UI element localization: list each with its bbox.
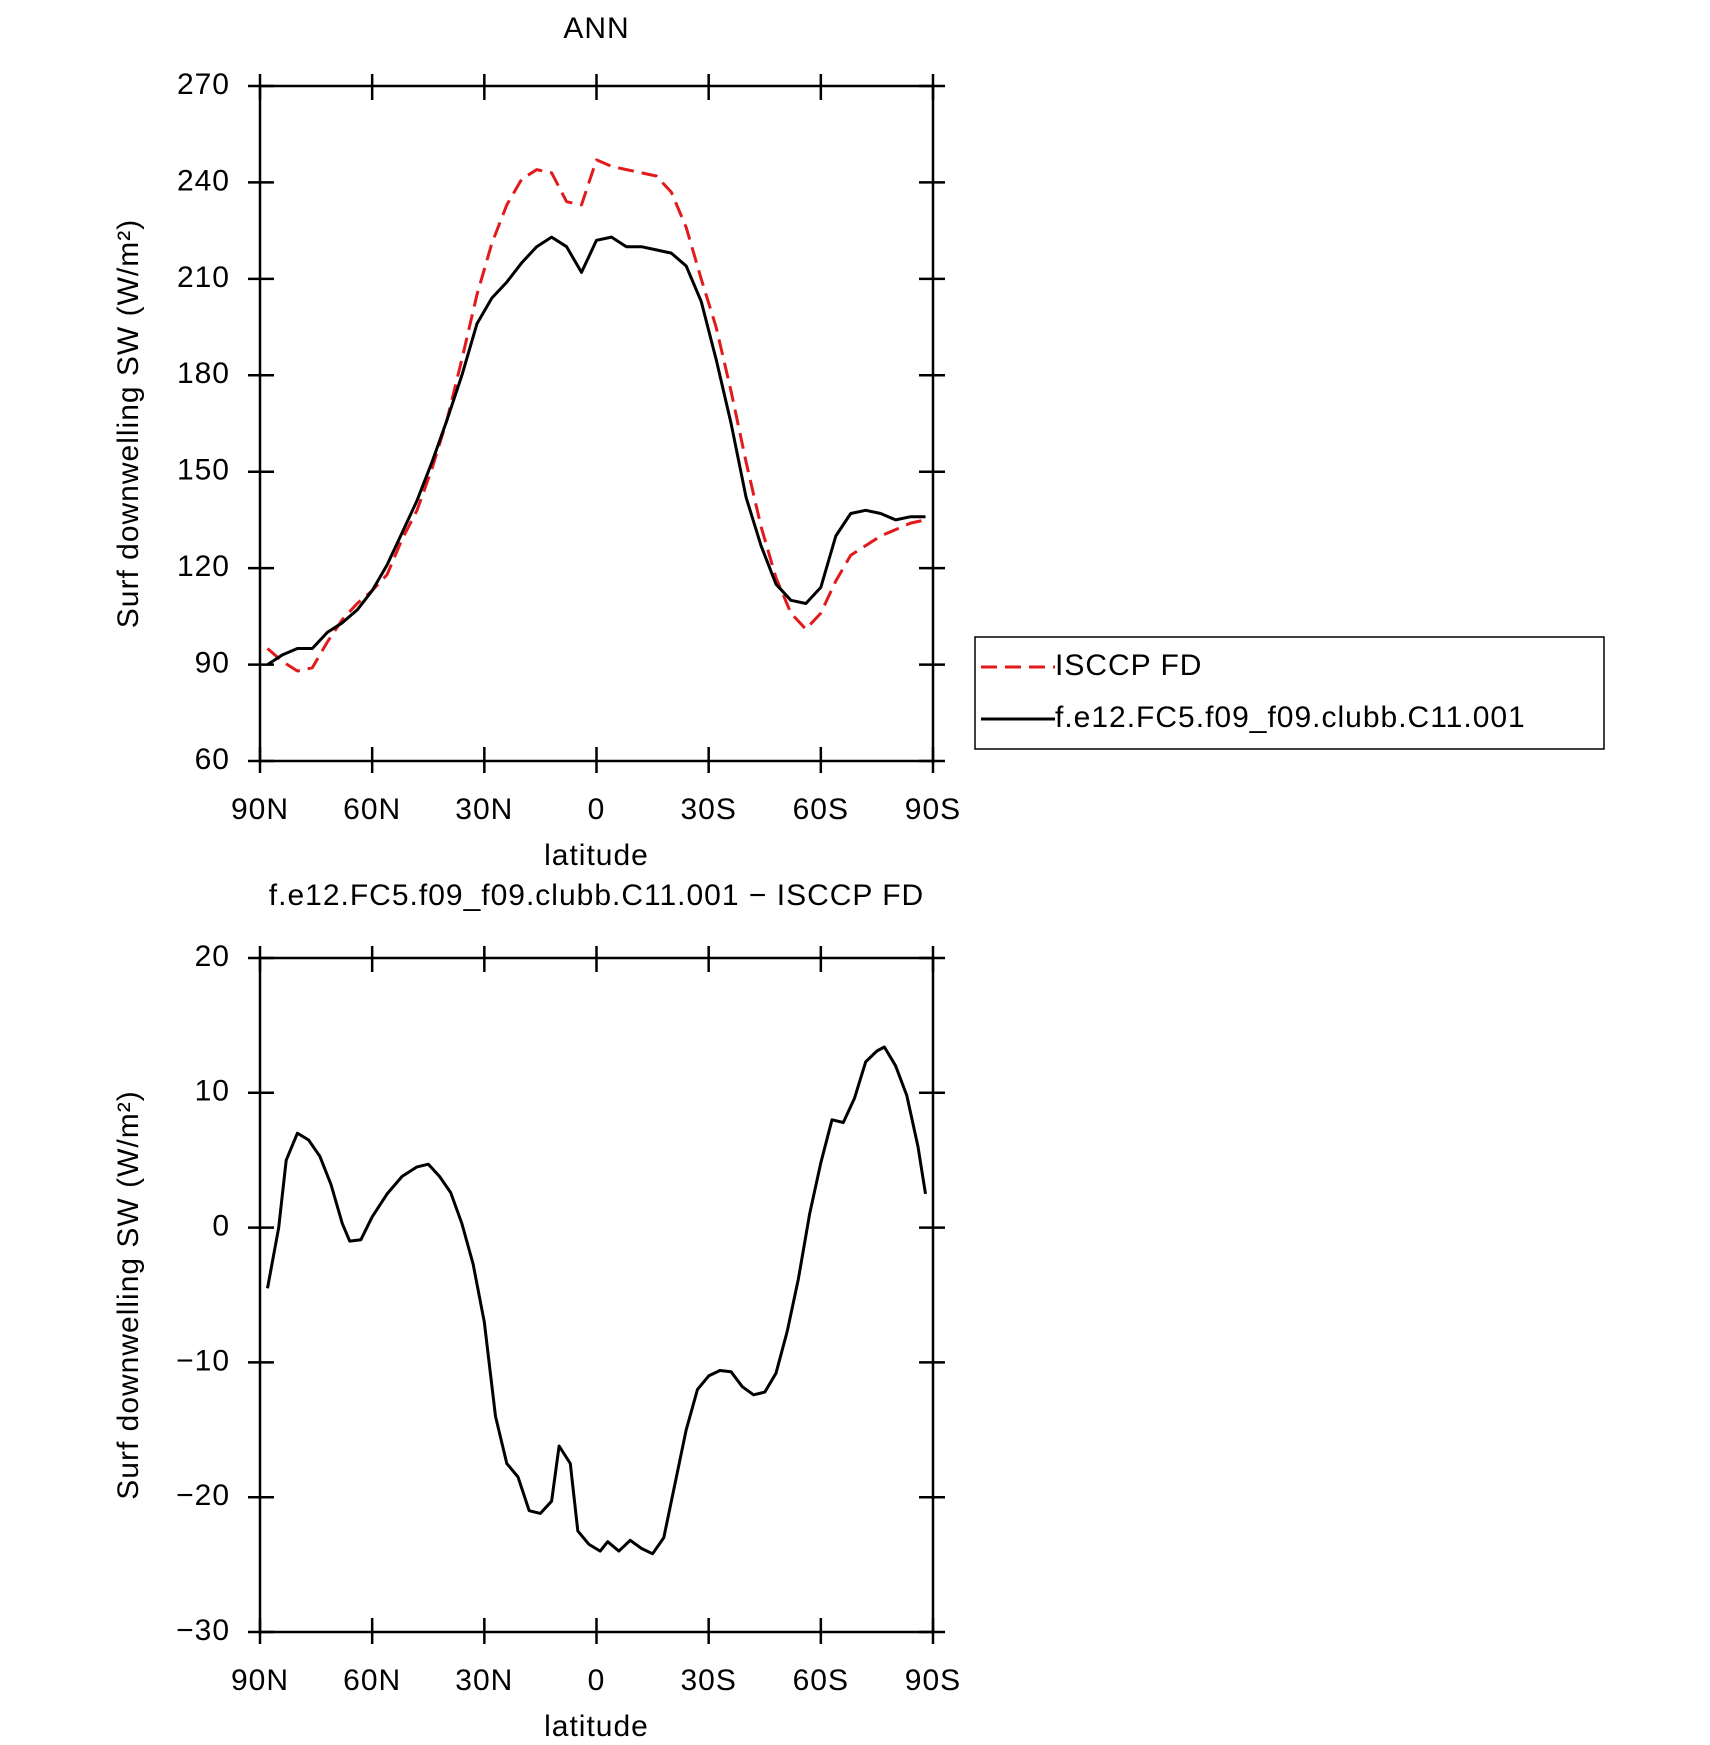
y-tick-label: 270 <box>177 68 230 101</box>
y-axis-label: Surf downwelling SW (W/m²) <box>112 219 145 628</box>
plot-frame <box>258 84 935 763</box>
y-tick-label: 20 <box>195 940 230 973</box>
data-line <box>266 235 926 666</box>
y-tick-label: 120 <box>177 550 230 583</box>
x-tick-label: 60S <box>793 1664 849 1697</box>
y-tick-label: −30 <box>176 1614 230 1647</box>
x-tick-label: 90S <box>905 1664 961 1697</box>
y-tick-label: 10 <box>195 1075 230 1108</box>
y-tick-label: −20 <box>176 1479 230 1512</box>
y-tick-label: 60 <box>195 743 230 776</box>
legend-label: f.e12.FC5.f09_f09.clubb.C11.001 <box>1055 701 1526 734</box>
y-tick-label: 210 <box>177 261 230 294</box>
data-line <box>266 158 926 673</box>
x-tick-label: 30S <box>680 793 736 826</box>
y-tick-label: −10 <box>176 1344 230 1377</box>
x-tick-label: 30N <box>455 1664 513 1697</box>
chart-title: f.e12.FC5.f09_f09.clubb.C11.001 − ISCCP … <box>269 879 924 912</box>
x-tick-label: 60N <box>343 1664 401 1697</box>
y-tick-label: 0 <box>212 1210 230 1243</box>
legend-label: ISCCP FD <box>1055 649 1202 682</box>
x-axis-label: latitude <box>544 839 649 872</box>
x-tick-label: 90N <box>231 793 289 826</box>
x-tick-label: 60N <box>343 793 401 826</box>
plot-frame <box>258 956 935 1634</box>
x-tick-label: 90N <box>231 1664 289 1697</box>
x-tick-label: 60S <box>793 793 849 826</box>
x-axis-label: latitude <box>544 1710 649 1743</box>
x-tick-label: 30N <box>455 793 513 826</box>
y-tick-label: 180 <box>177 357 230 390</box>
legend-box <box>974 636 1605 750</box>
y-tick-label: 150 <box>177 454 230 487</box>
chart-title: ANN <box>563 12 629 45</box>
y-tick-label: 90 <box>195 646 230 679</box>
x-tick-label: 0 <box>588 1664 606 1697</box>
data-line <box>266 1045 927 1556</box>
y-axis-label: Surf downwelling SW (W/m²) <box>112 1090 145 1499</box>
x-tick-label: 30S <box>680 1664 736 1697</box>
y-tick-label: 240 <box>177 164 230 197</box>
x-tick-label: 0 <box>588 793 606 826</box>
x-tick-label: 90S <box>905 793 961 826</box>
